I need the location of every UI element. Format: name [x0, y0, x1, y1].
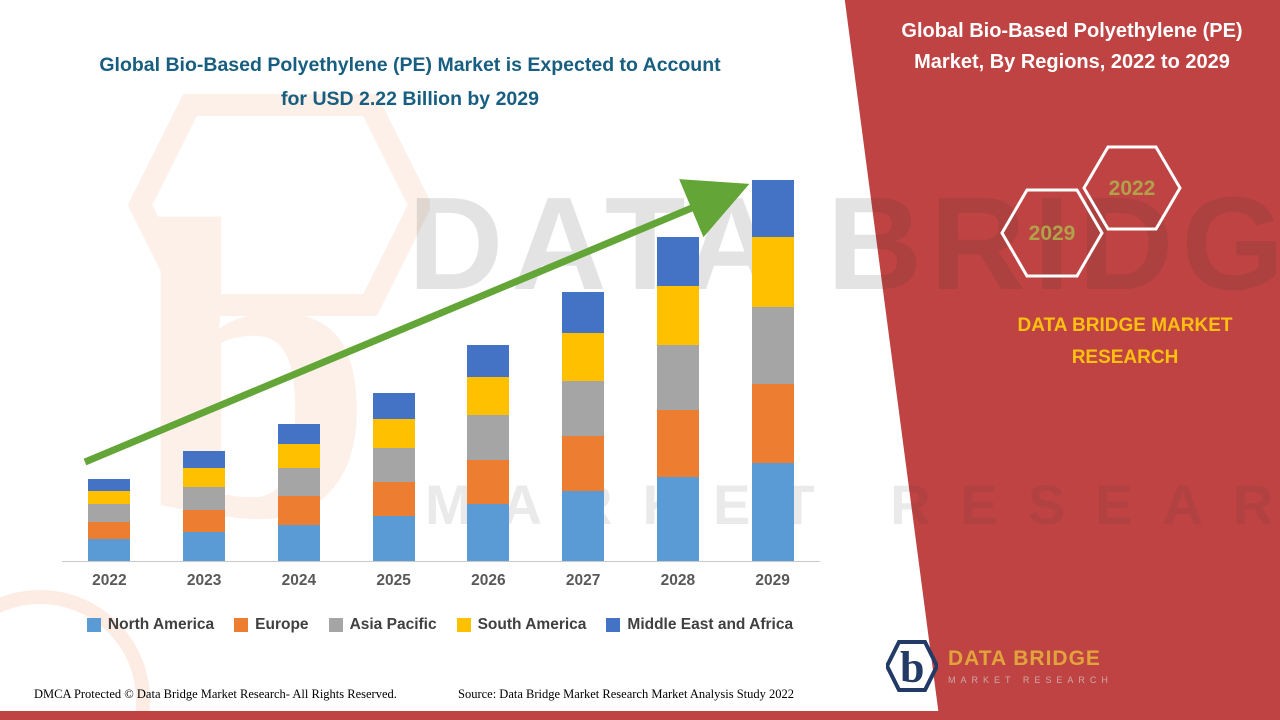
bar-segment-middle-east-and-africa	[183, 451, 226, 469]
legend-swatch	[606, 618, 621, 632]
bar-segment-europe	[751, 384, 794, 464]
legend-swatch	[328, 618, 343, 632]
stacked-bar-chart	[62, 150, 820, 562]
bottom-red-strip	[0, 711, 1280, 720]
bar-2024	[252, 149, 347, 561]
logo-tagline: MARKET RESEARCH	[948, 675, 1113, 685]
panel-title: Global Bio-Based Polyethylene (PE) Marke…	[901, 20, 1243, 73]
legend-swatch	[86, 618, 101, 632]
bar-segment-europe	[467, 459, 510, 505]
bar-segment-north-america	[751, 463, 794, 561]
bar-segment-south-america	[656, 286, 699, 345]
legend-label: Europe	[255, 616, 309, 633]
bar-segment-middle-east-and-africa	[277, 423, 320, 445]
bar-segment-middle-east-and-africa	[656, 236, 699, 287]
bar-segment-south-america	[277, 444, 320, 469]
legend-label: Asia Pacific	[349, 616, 437, 633]
bar-segment-asia-pacific	[467, 415, 510, 460]
bar-segment-europe	[183, 509, 226, 532]
bar-segment-south-america	[751, 236, 794, 307]
bar-segment-europe	[656, 409, 699, 477]
legend-item-middle-east-and-africa: Middle East and Africa	[606, 616, 793, 634]
bar-segment-middle-east-and-africa	[372, 392, 415, 419]
bar-segment-middle-east-and-africa	[88, 478, 131, 491]
bar-segment-north-america	[277, 524, 320, 561]
legend-item-asia-pacific: Asia Pacific	[328, 616, 437, 634]
bar-segment-asia-pacific	[88, 504, 131, 522]
bar-2026	[441, 149, 536, 561]
legend-swatch	[234, 618, 249, 632]
svg-text:b: b	[900, 643, 924, 692]
bar-2029	[725, 149, 820, 561]
bar-2023	[157, 149, 252, 561]
bar-segment-south-america	[562, 332, 605, 381]
hexagon-year-2029: 2029	[1029, 222, 1076, 245]
legend-item-south-america: South America	[456, 616, 587, 634]
logo-name: DATA BRIDGE	[948, 647, 1101, 670]
legend-item-north-america: North America	[86, 616, 215, 634]
bar-segment-europe	[88, 521, 131, 539]
legend-swatch	[456, 618, 471, 632]
bar-segment-south-america	[467, 377, 510, 416]
bar-2025	[346, 149, 441, 561]
bar-segment-middle-east-and-africa	[751, 179, 794, 237]
bar-segment-europe	[277, 495, 320, 525]
x-axis-label-2023: 2023	[186, 572, 222, 589]
hexagon-year-2022: 2022	[1109, 177, 1156, 200]
legend-label: Middle East and Africa	[627, 616, 794, 633]
x-axis-label-2022: 2022	[92, 572, 127, 589]
legend-label: North America	[107, 616, 215, 633]
bar-segment-north-america	[562, 490, 605, 561]
footer-logo: b DATA BRIDGE MARKET RESEARCH	[886, 638, 1113, 694]
bar-segment-europe	[372, 482, 415, 517]
x-axis-label-2028: 2028	[660, 572, 696, 589]
x-axis-label-2024: 2024	[281, 572, 317, 589]
dmca-notice: DMCA Protected © Data Bridge Market Rese…	[34, 687, 397, 701]
bar-segment-middle-east-and-africa	[562, 291, 605, 333]
bar-segment-asia-pacific	[372, 447, 415, 483]
bar-segment-asia-pacific	[656, 344, 699, 410]
bar-segment-asia-pacific	[562, 380, 605, 436]
bar-segment-north-america	[183, 531, 226, 561]
bar-2027	[536, 149, 631, 561]
x-axis-label-2029: 2029	[755, 572, 790, 589]
x-axis-label-2025: 2025	[376, 572, 411, 589]
bar-2028	[631, 149, 726, 561]
bar-segment-south-america	[88, 490, 131, 505]
chart-legend: North America Europe Asia Pacific South Ame…	[40, 616, 840, 634]
bar-segment-south-america	[183, 468, 226, 488]
source-note: Source: Data Bridge Market Research Mark…	[458, 687, 795, 701]
brand-text: DATA BRIDGE MARKET RESEARCH	[1017, 315, 1233, 369]
bar-segment-asia-pacific	[183, 487, 226, 510]
x-axis-label-2026: 2026	[471, 572, 506, 589]
bar-2022	[62, 149, 157, 561]
legend-item-europe: Europe	[234, 616, 309, 634]
bar-segment-middle-east-and-africa	[467, 344, 510, 378]
bar-segment-north-america	[372, 516, 415, 561]
x-axis-label-2027: 2027	[565, 572, 601, 589]
bar-segment-north-america	[467, 504, 510, 561]
bar-segment-europe	[562, 435, 605, 491]
logo-hexagon-icon: b	[886, 640, 938, 692]
bar-segment-asia-pacific	[751, 306, 794, 385]
bar-segment-north-america	[88, 538, 131, 561]
year-hexagons: 2029 2022	[1000, 145, 1182, 278]
x-axis-labels: 2022 2023 2024 2025 2026 2027 2028 2029	[62, 572, 820, 590]
page-title: Global Bio-Based Polyethylene (PE) Marke…	[99, 54, 721, 111]
legend-label: South America	[477, 616, 587, 633]
bar-segment-north-america	[656, 476, 699, 561]
bar-segment-asia-pacific	[277, 468, 320, 496]
bar-segment-south-america	[372, 418, 415, 448]
